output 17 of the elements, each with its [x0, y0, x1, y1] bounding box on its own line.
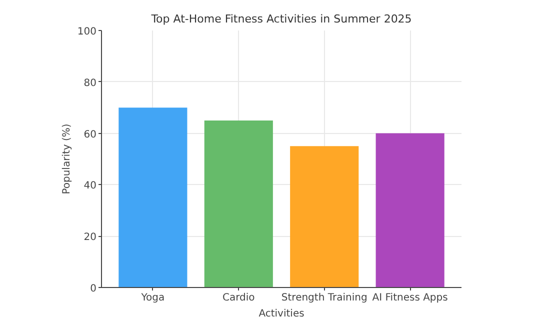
- x-tick-label: AI Fitness Apps: [372, 292, 448, 304]
- x-axis-title: Activities: [258, 308, 304, 320]
- bar: [376, 133, 444, 288]
- bar: [290, 146, 359, 288]
- y-tick-label: 60: [84, 129, 97, 140]
- bar: [204, 120, 273, 288]
- y-tick-label: 100: [77, 26, 97, 38]
- x-tick-label: Yoga: [140, 292, 165, 304]
- y-axis-title: Popularity (%): [61, 124, 72, 194]
- y-tick-label: 80: [84, 78, 97, 89]
- y-tick-label: 20: [84, 232, 97, 244]
- x-tick-label: Strength Training: [281, 292, 368, 304]
- y-tick-label: 40: [84, 180, 97, 192]
- chart-title: Top At-Home Fitness Activities in Summer 2025: [150, 12, 412, 26]
- bar: [118, 108, 188, 288]
- y-tick-label: 0: [90, 284, 97, 294]
- x-tick-label: Cardio: [222, 292, 255, 304]
